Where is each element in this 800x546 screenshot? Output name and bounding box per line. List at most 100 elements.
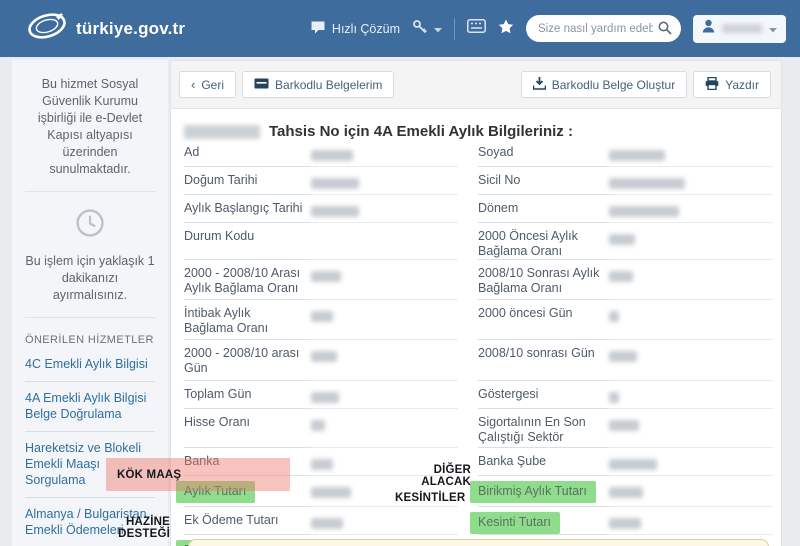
logo-text: türkiye.gov.tr <box>76 18 186 38</box>
redacted-value <box>609 150 665 161</box>
back-button[interactable]: ‹ Geri <box>179 71 237 98</box>
sidebar: Bu hizmet Sosyal Güvenlik Kurumu işbirli… <box>12 60 168 546</box>
sidebar-service-link[interactable]: 4A Emekli Aylık Bilgisi Belge Doğrulama <box>25 382 155 432</box>
table-row: Ek Ödeme Tutarı Kesinti Tutarı <box>171 507 781 535</box>
field-value <box>609 139 773 167</box>
accessibility-menu[interactable] <box>412 19 442 38</box>
field-value <box>609 195 773 223</box>
field-label: Hisse Oranı <box>184 409 311 448</box>
field-label: Durum Kodu <box>184 223 311 260</box>
redacted-value <box>311 392 339 403</box>
table-row: Aylık Tutarı Birikmiş Aylık Tutarı <box>171 476 781 507</box>
field-value <box>311 340 458 381</box>
field-value <box>311 381 458 409</box>
print-button[interactable]: Yazdır <box>693 71 771 98</box>
sidebar-service-link[interactable]: 4C Emekli Aylık Bilgisi <box>25 348 155 382</box>
field-value <box>311 409 458 448</box>
pension-info-table: Ad Soyad Doğum Tarihi Sicil No Aylık Başlang… <box>171 139 781 546</box>
redacted-value <box>311 178 359 189</box>
field-label: Ek Ödeme Tutarı <box>184 507 311 535</box>
redacted-value <box>609 518 641 529</box>
redacted-value <box>609 206 679 217</box>
quick-solution-label: Hızlı Çözüm <box>331 21 400 36</box>
redacted-value <box>311 206 359 217</box>
field-value <box>311 139 458 167</box>
divider <box>25 317 155 318</box>
table-row: Banka Banka Şube <box>171 448 781 476</box>
keyboard-icon[interactable] <box>467 19 486 38</box>
field-label: İntibak Aylık Bağlama Oranı <box>184 300 311 340</box>
chevron-down-icon <box>769 20 777 38</box>
field-value <box>609 507 773 535</box>
document-card-icon <box>254 78 269 92</box>
chevron-down-icon <box>434 22 442 36</box>
search-box <box>526 15 681 42</box>
content-card: ‹ Geri Barkodlu Belgelerim Barkodlu Belg… <box>170 60 782 546</box>
redacted-value <box>311 311 333 322</box>
duration-note: Bu işlem için yaklaşık 1 dakikanızı ayır… <box>25 254 155 302</box>
suggested-services-header: ÖNERİLEN HİZMETLER <box>25 334 154 346</box>
table-row: Doğum Tarihi Sicil No <box>171 167 781 195</box>
chat-icon <box>310 20 326 38</box>
table-row: Durum Kodu 2000 Öncesi Aylık Bağlama Oran… <box>171 223 781 260</box>
quick-solution-link[interactable]: Hızlı Çözüm <box>310 20 400 38</box>
back-label: Geri <box>201 77 225 92</box>
field-label: Banka <box>184 448 311 476</box>
field-value <box>311 476 458 507</box>
edevlet-logo-icon <box>26 10 70 47</box>
barcoded-documents-button[interactable]: Barkodlu Belgelerim <box>242 71 395 98</box>
header-divider <box>454 17 455 40</box>
field-label: Toplam Gün <box>184 381 311 409</box>
field-label: Ad <box>184 139 311 167</box>
field-label: Dönem <box>478 195 609 223</box>
barcoded-documents-label: Barkodlu Belgelerim <box>275 77 383 92</box>
key-icon <box>412 19 428 38</box>
field-label: 2000 - 2008/10 arası Gün <box>184 340 311 381</box>
redacted-value <box>609 351 637 362</box>
table-row: Ad Soyad <box>171 139 781 167</box>
redacted-username <box>722 24 762 33</box>
redacted-value <box>609 459 657 470</box>
field-value <box>311 195 458 223</box>
field-value <box>609 223 773 260</box>
create-barcoded-document-button[interactable]: Barkodlu Belge Oluştur <box>520 71 688 98</box>
table-row: 2000 - 2008/10 arası Gün 2008/10 sonrası … <box>171 340 781 381</box>
edevlet-logo[interactable]: türkiye.gov.tr <box>26 10 185 47</box>
field-label: 2008/10 sonrası Gün <box>478 340 609 381</box>
search-icon[interactable] <box>658 21 672 40</box>
redacted-value <box>311 150 353 161</box>
field-label: Doğum Tarihi <box>184 167 311 195</box>
star-icon[interactable] <box>498 19 514 39</box>
user-icon <box>702 19 715 38</box>
chevron-left-icon: ‹ <box>191 77 196 92</box>
field-value <box>311 300 458 340</box>
sidebar-service-link[interactable]: Almanya / Bulgaristan Emekli Ödemeleri <box>25 498 155 546</box>
redacted-value <box>609 420 639 431</box>
field-label: 2000 - 2008/10 Arası Aylık Bağlama Oranı <box>184 260 311 300</box>
table-row: Aylık Başlangıç Tarihi Dönem <box>171 195 781 223</box>
field-value <box>609 260 773 300</box>
redacted-value <box>609 311 619 322</box>
field-label: 2000 Öncesi Aylık Bağlama Oranı <box>478 223 609 260</box>
redacted-value <box>609 392 619 403</box>
field-value <box>311 448 458 476</box>
field-value <box>609 167 773 195</box>
divider <box>25 191 155 192</box>
field-label: Aylık Başlangıç Tarihi <box>184 195 311 223</box>
service-info-text: Bu hizmet Sosyal Güvenlik Kurumu işbirli… <box>37 77 143 176</box>
redacted-value <box>609 487 643 498</box>
create-barcoded-document-label: Barkodlu Belge Oluştur <box>551 77 676 92</box>
field-label: 2008/10 Sonrası Aylık Bağlama Oranı <box>478 260 609 300</box>
field-value <box>311 167 458 195</box>
search-input[interactable] <box>526 15 681 42</box>
sidebar-service-link[interactable]: Hareketsiz ve Blokeli Emekli Maaşı Sorgu… <box>25 432 155 498</box>
redacted-value <box>609 234 635 245</box>
field-label: Sigortalının En Son Çalıştığı Sektör <box>478 409 609 448</box>
user-menu[interactable] <box>693 14 786 43</box>
printer-icon <box>705 76 719 93</box>
field-value <box>311 260 458 300</box>
table-row: İntibak Aylık Bağlama Oranı 2000 öncesi G… <box>171 300 781 340</box>
field-label: Soyad <box>478 139 609 167</box>
redacted-value <box>311 487 351 498</box>
